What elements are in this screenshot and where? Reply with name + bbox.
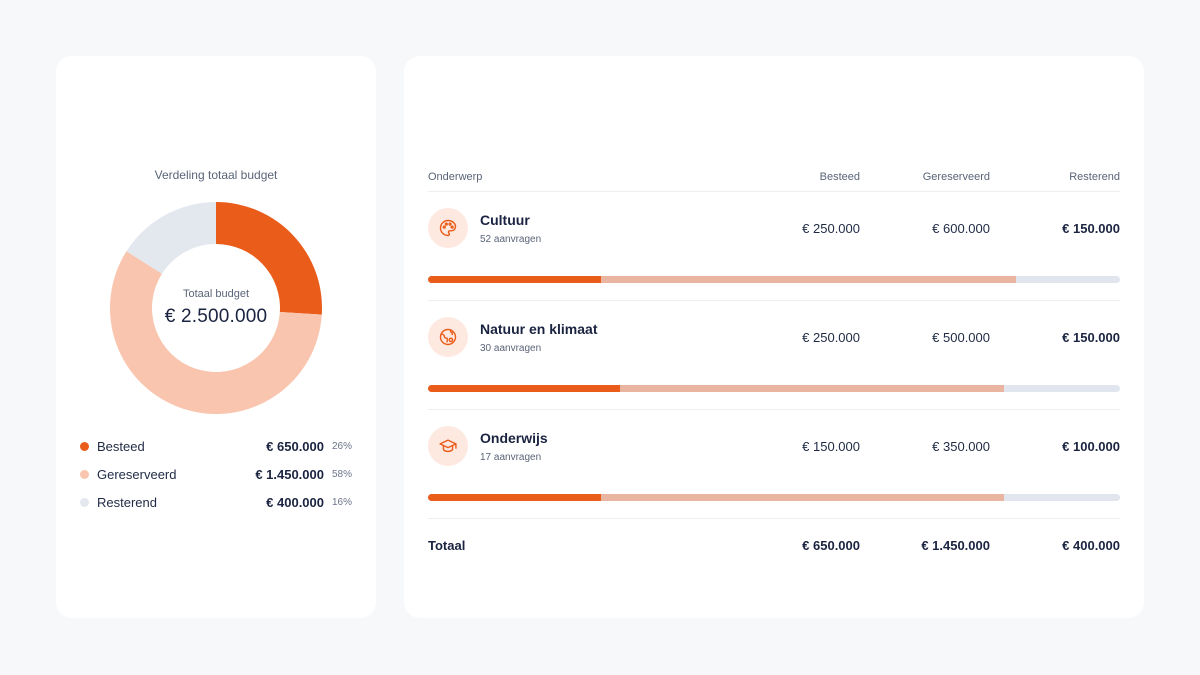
legend-pct: 26% bbox=[331, 440, 352, 452]
legend-pct: 58% bbox=[331, 468, 352, 480]
bar-reserved-segment bbox=[601, 494, 1005, 501]
bar-spent-segment bbox=[428, 494, 601, 501]
header-spent: Besteed bbox=[819, 170, 860, 183]
donut-slice-reserved bbox=[110, 251, 322, 414]
legend-dot-remaining bbox=[80, 497, 89, 507]
budget-donut-chart: Totaal budget € 2.500.000 bbox=[110, 202, 322, 414]
bar-spent-segment bbox=[428, 385, 621, 392]
row-spent: € 150.000 bbox=[802, 438, 860, 454]
header-subject: Onderwerp bbox=[428, 170, 483, 183]
table-row[interactable]: Cultuur 52 aanvragen € 250.000 € 600.000… bbox=[428, 208, 1120, 301]
row-progress-bar bbox=[428, 494, 1120, 501]
donut-slice-spent bbox=[216, 202, 322, 315]
total-spent: € 650.000 bbox=[802, 537, 860, 553]
bar-reserved-segment bbox=[601, 276, 1017, 283]
row-reserved: € 500.000 bbox=[932, 329, 990, 345]
palette-icon bbox=[428, 208, 468, 248]
row-reserved: € 600.000 bbox=[932, 220, 990, 236]
table-header: Onderwerp Besteed Gereserveerd Resterend bbox=[428, 162, 1120, 192]
budget-table-card: Onderwerp Besteed Gereserveerd Resterend… bbox=[404, 56, 1144, 618]
row-name: Cultuur bbox=[480, 211, 530, 228]
row-remaining: € 150.000 bbox=[1062, 329, 1120, 345]
row-reserved: € 350.000 bbox=[932, 438, 990, 454]
donut-title: Verdeling totaal budget bbox=[154, 168, 278, 182]
budget-table: Onderwerp Besteed Gereserveerd Resterend… bbox=[428, 162, 1120, 571]
header-reserved: Gereserveerd bbox=[922, 170, 990, 183]
donut-slice-remaining bbox=[126, 202, 216, 274]
row-subject: Onderwijs 17 aanvragen bbox=[428, 426, 730, 466]
table-row[interactable]: Onderwijs 17 aanvragen € 150.000 € 350.0… bbox=[428, 426, 1120, 519]
total-remaining: € 400.000 bbox=[1062, 537, 1120, 553]
legend-pct: 16% bbox=[331, 496, 352, 508]
legend-label: Gereserveerd bbox=[97, 466, 177, 482]
donut-center-value: € 2.500.000 bbox=[164, 306, 268, 327]
legend-dot-spent bbox=[80, 441, 89, 451]
row-subject: Natuur en klimaat 30 aanvragen bbox=[428, 317, 730, 357]
donut-legend: Besteed € 650.000 26% Gereserveerd € 1.4… bbox=[80, 432, 352, 516]
bar-reserved-segment bbox=[620, 385, 1005, 392]
legend-amount: € 1.450.000 bbox=[255, 466, 324, 482]
row-requests: 30 aanvragen bbox=[480, 342, 542, 354]
total-label: Totaal bbox=[428, 537, 466, 553]
table-row[interactable]: Natuur en klimaat 30 aanvragen € 250.000… bbox=[428, 317, 1120, 410]
row-progress-bar bbox=[428, 276, 1120, 283]
legend-item-reserved: Gereserveerd € 1.450.000 58% bbox=[80, 460, 352, 488]
row-subject: Cultuur 52 aanvragen bbox=[428, 208, 730, 248]
donut-center-label: Totaal budget bbox=[182, 288, 250, 300]
row-name: Natuur en klimaat bbox=[480, 320, 598, 337]
legend-item-remaining: Resterend € 400.000 16% bbox=[80, 488, 352, 516]
budget-distribution-card: Verdeling totaal budget Totaal budget € … bbox=[56, 56, 376, 618]
donut-svg bbox=[110, 202, 322, 414]
row-spent: € 250.000 bbox=[802, 329, 860, 345]
row-requests: 52 aanvragen bbox=[480, 233, 542, 245]
row-spent: € 250.000 bbox=[802, 220, 860, 236]
row-remaining: € 100.000 bbox=[1062, 438, 1120, 454]
legend-dot-reserved bbox=[80, 469, 89, 479]
row-progress-bar bbox=[428, 385, 1120, 392]
legend-amount: € 650.000 bbox=[266, 438, 324, 454]
row-requests: 17 aanvragen bbox=[480, 451, 542, 463]
globe-icon bbox=[428, 317, 468, 357]
header-remaining: Resterend bbox=[1069, 170, 1120, 183]
total-reserved: € 1.450.000 bbox=[921, 537, 990, 553]
legend-item-spent: Besteed € 650.000 26% bbox=[80, 432, 352, 460]
legend-label: Besteed bbox=[97, 438, 145, 454]
table-total-row: Totaal € 650.000 € 1.450.000 € 400.000 bbox=[428, 519, 1120, 571]
donut-center: Totaal budget € 2.500.000 bbox=[110, 202, 322, 414]
graduation-cap-icon bbox=[428, 426, 468, 466]
row-name: Onderwijs bbox=[480, 429, 548, 446]
legend-label: Resterend bbox=[97, 494, 157, 510]
bar-spent-segment bbox=[428, 276, 601, 283]
legend-amount: € 400.000 bbox=[266, 494, 324, 510]
row-remaining: € 150.000 bbox=[1062, 220, 1120, 236]
